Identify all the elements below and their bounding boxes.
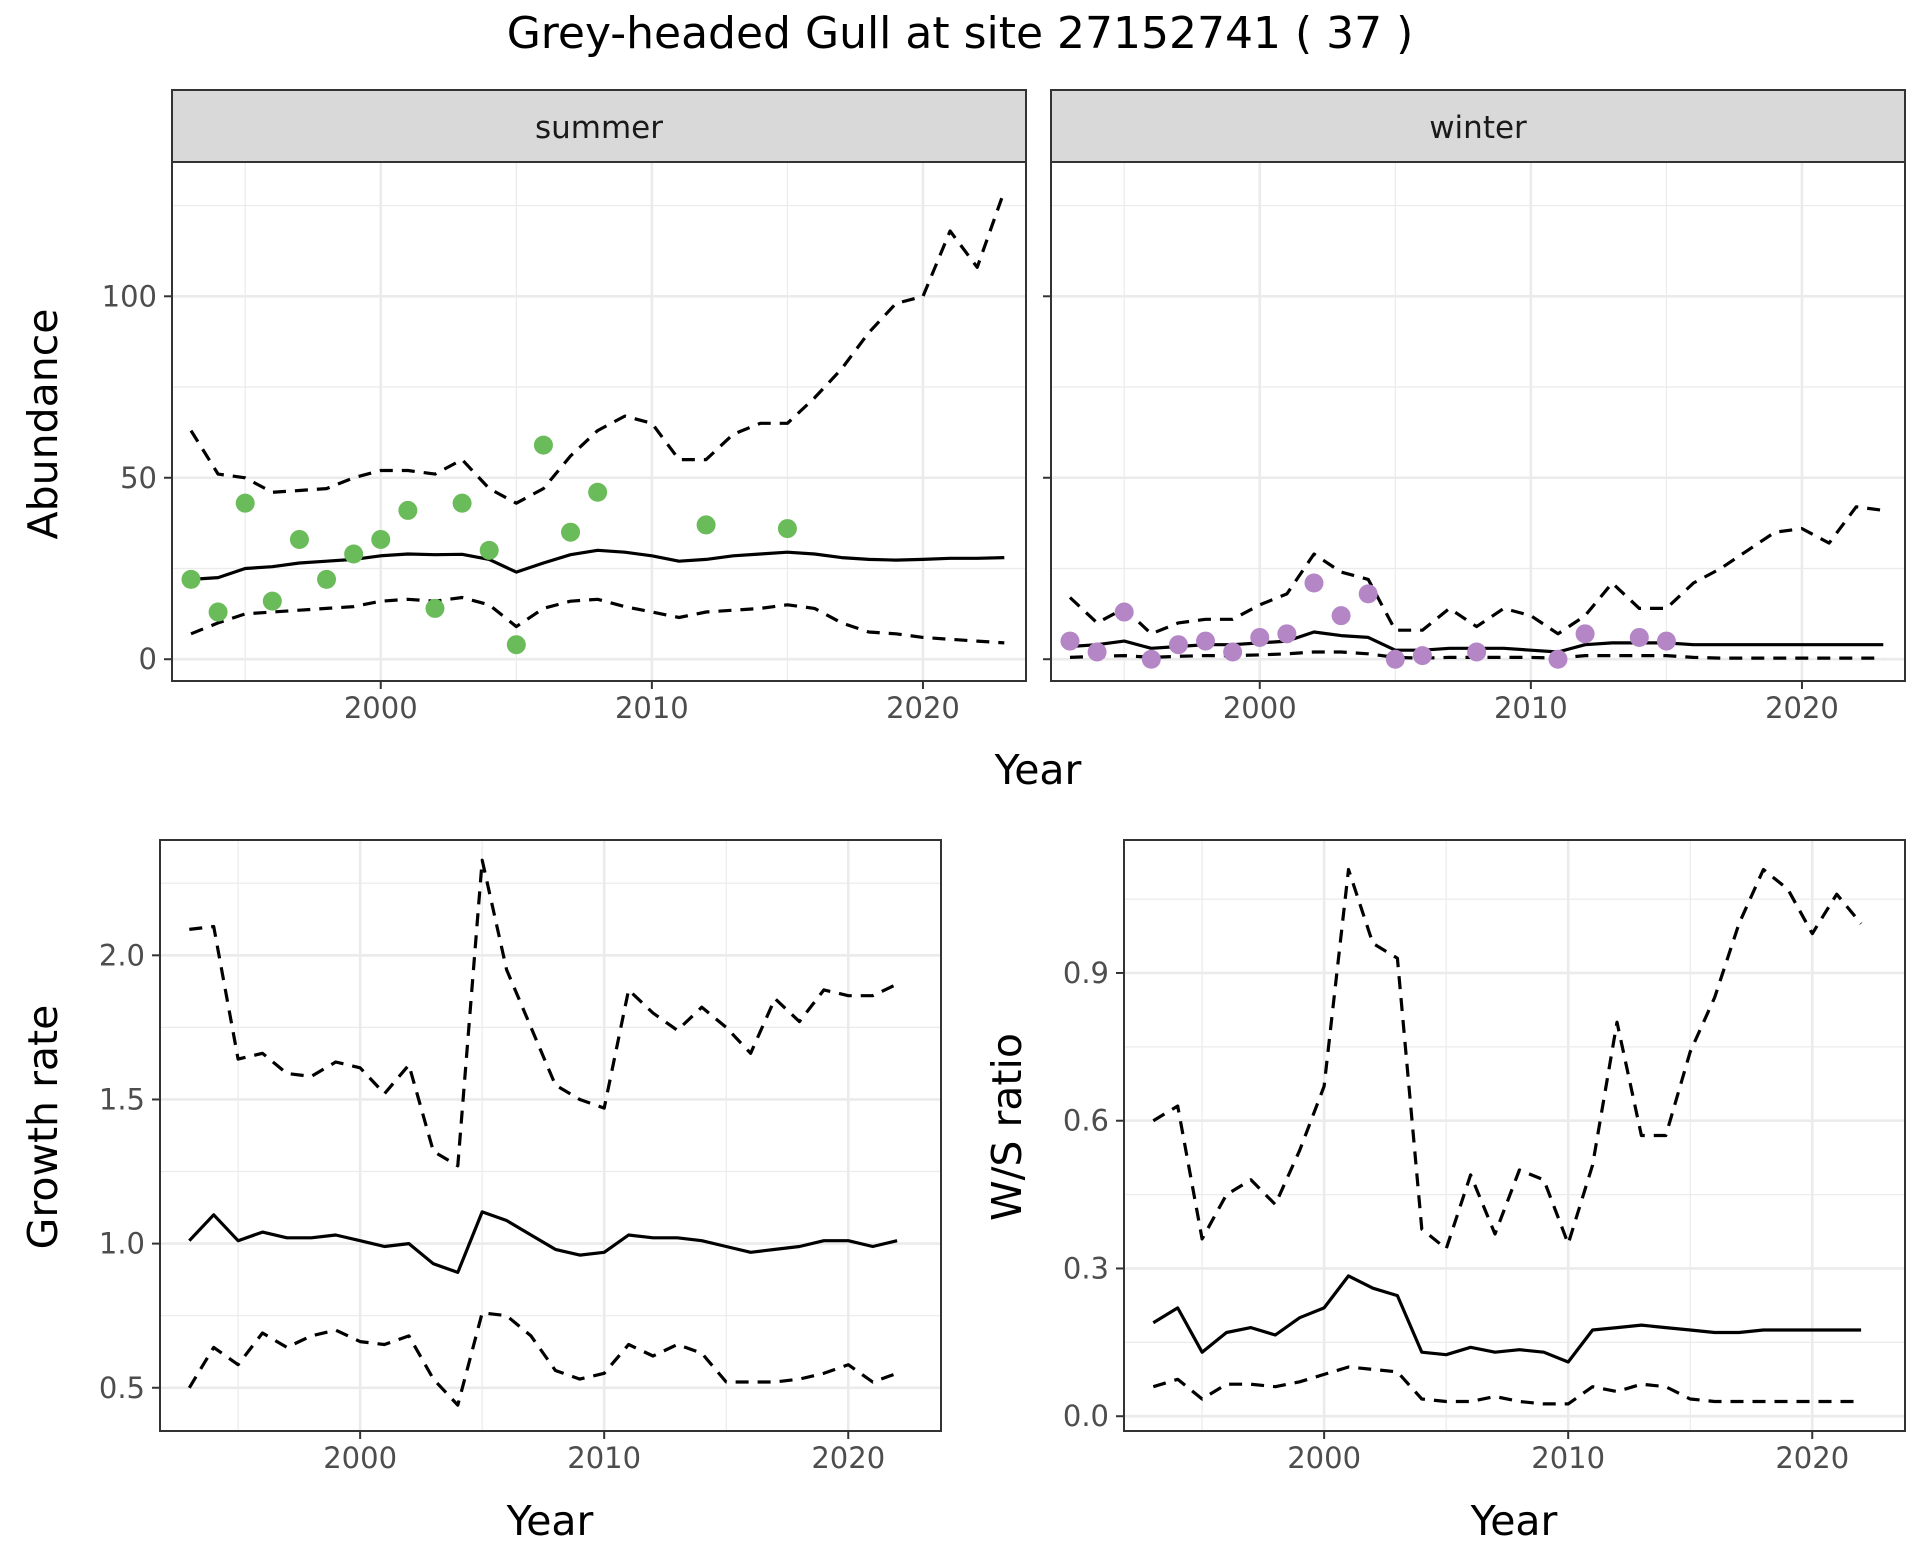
observation-point: [777, 519, 797, 539]
observation-point: [1250, 627, 1270, 647]
observation-point: [1087, 642, 1107, 662]
observation-point: [1548, 649, 1568, 669]
observation-point: [1060, 631, 1080, 651]
x-tick-label: 2010: [1531, 1441, 1605, 1475]
series-line-estimate: [188, 1210, 898, 1275]
x-tick-label: 2000: [1223, 691, 1297, 725]
observation-point: [1141, 649, 1161, 669]
observation-point: [1114, 602, 1134, 622]
x-tick-label: 2020: [1775, 1441, 1849, 1475]
facet-label-winter: winter: [1429, 110, 1527, 146]
observation-point: [533, 435, 553, 455]
observation-point: [506, 635, 526, 655]
x-tick-label: 2000: [344, 691, 418, 725]
y-tick-label: 1.5: [99, 1082, 145, 1116]
series-line-lower: [190, 595, 1005, 645]
y-tick-label: 0.0: [1063, 1399, 1109, 1433]
x-tick-label: 2000: [323, 1441, 397, 1475]
series-line-upper: [189, 858, 898, 1168]
observation-point: [317, 569, 337, 589]
abundance-summer-panel: 2000 2010 2020 0 50 100: [102, 161, 1027, 725]
ws-ratio-y-axis-title: W/S ratio: [983, 1033, 1031, 1221]
x-tick-label: 2000: [1287, 1441, 1361, 1475]
observation-point: [1575, 624, 1595, 644]
series-line-lower: [1152, 1365, 1862, 1406]
observation-point: [696, 515, 716, 535]
x-tick-label: 2020: [886, 691, 960, 725]
y-tick-label: 50: [120, 461, 157, 495]
ws-ratio-panel: 2000 2010 2020 0.0 0.3 0.6 0.9: [1063, 839, 1906, 1475]
panel-border: [159, 839, 942, 1432]
abundance-y-axis-title: Abundance: [19, 309, 67, 540]
observation-point: [262, 591, 282, 611]
abundance-x-axis-title: Year: [994, 746, 1082, 794]
ws-ratio-x-axis-title: Year: [1470, 1497, 1558, 1545]
observation-point: [588, 482, 608, 502]
panel-border: [1050, 161, 1906, 682]
observation-point: [344, 544, 364, 564]
y-tick-label: 0.5: [99, 1371, 145, 1405]
observation-point: [1196, 631, 1216, 651]
observation-point: [1331, 606, 1351, 626]
observation-point: [235, 493, 255, 513]
y-tick-label: 0.3: [1063, 1251, 1109, 1285]
observation-point: [479, 540, 499, 560]
series-line-lower: [187, 1311, 898, 1407]
facet-strip-winter: [1050, 89, 1906, 163]
facet-strip-summer: [171, 89, 1027, 163]
panel-border: [1123, 839, 1906, 1432]
facet-label-summer: summer: [535, 110, 663, 146]
series-line-upper: [1152, 867, 1863, 1251]
observation-point: [208, 602, 228, 622]
growth-rate-y-axis-title: Growth rate: [19, 1005, 67, 1250]
y-tick-label: 0: [139, 642, 157, 676]
y-tick-label: 1.0: [99, 1227, 145, 1261]
observation-point: [425, 598, 445, 618]
observation-point: [371, 529, 391, 549]
observation-point: [181, 569, 201, 589]
growth-rate-panel: 2000 2010 2020 0.5 1.0 1.5 2.0: [99, 839, 942, 1475]
series-line-estimate: [190, 548, 1005, 581]
observation-point: [1385, 649, 1405, 669]
observation-point: [1656, 631, 1676, 651]
observation-point: [1277, 624, 1297, 644]
observation-point: [1629, 627, 1649, 647]
x-tick-label: 2020: [811, 1441, 885, 1475]
observation-point: [1223, 642, 1243, 662]
observation-point: [1412, 646, 1432, 666]
x-tick-label: 2010: [615, 691, 689, 725]
observation-point: [289, 529, 309, 549]
x-tick-label: 2020: [1765, 691, 1839, 725]
x-tick-label: 2010: [567, 1441, 641, 1475]
y-tick-label: 0.6: [1063, 1104, 1109, 1138]
series-line-upper: [189, 190, 1006, 505]
x-tick-label: 2010: [1494, 691, 1568, 725]
y-tick-label: 0.9: [1063, 956, 1109, 990]
growth-rate-x-axis-title: Year: [506, 1497, 594, 1545]
y-tick-label: 2.0: [99, 938, 145, 972]
observation-point: [1467, 642, 1487, 662]
panel-border: [171, 161, 1027, 682]
observation-point: [1168, 635, 1188, 655]
abundance-winter-panel: 2000 2010 2020: [1043, 161, 1906, 725]
figure-title: Grey-headed Gull at site 27152741 ( 37 ): [507, 8, 1414, 59]
series-line-estimate: [1152, 1274, 1862, 1364]
series-line-upper: [1068, 505, 1884, 636]
observation-point: [1304, 573, 1324, 593]
observation-point: [398, 500, 418, 520]
observation-point: [452, 493, 472, 513]
y-tick-label: 100: [102, 279, 157, 313]
observation-point: [1358, 584, 1378, 604]
observation-point: [561, 522, 581, 542]
